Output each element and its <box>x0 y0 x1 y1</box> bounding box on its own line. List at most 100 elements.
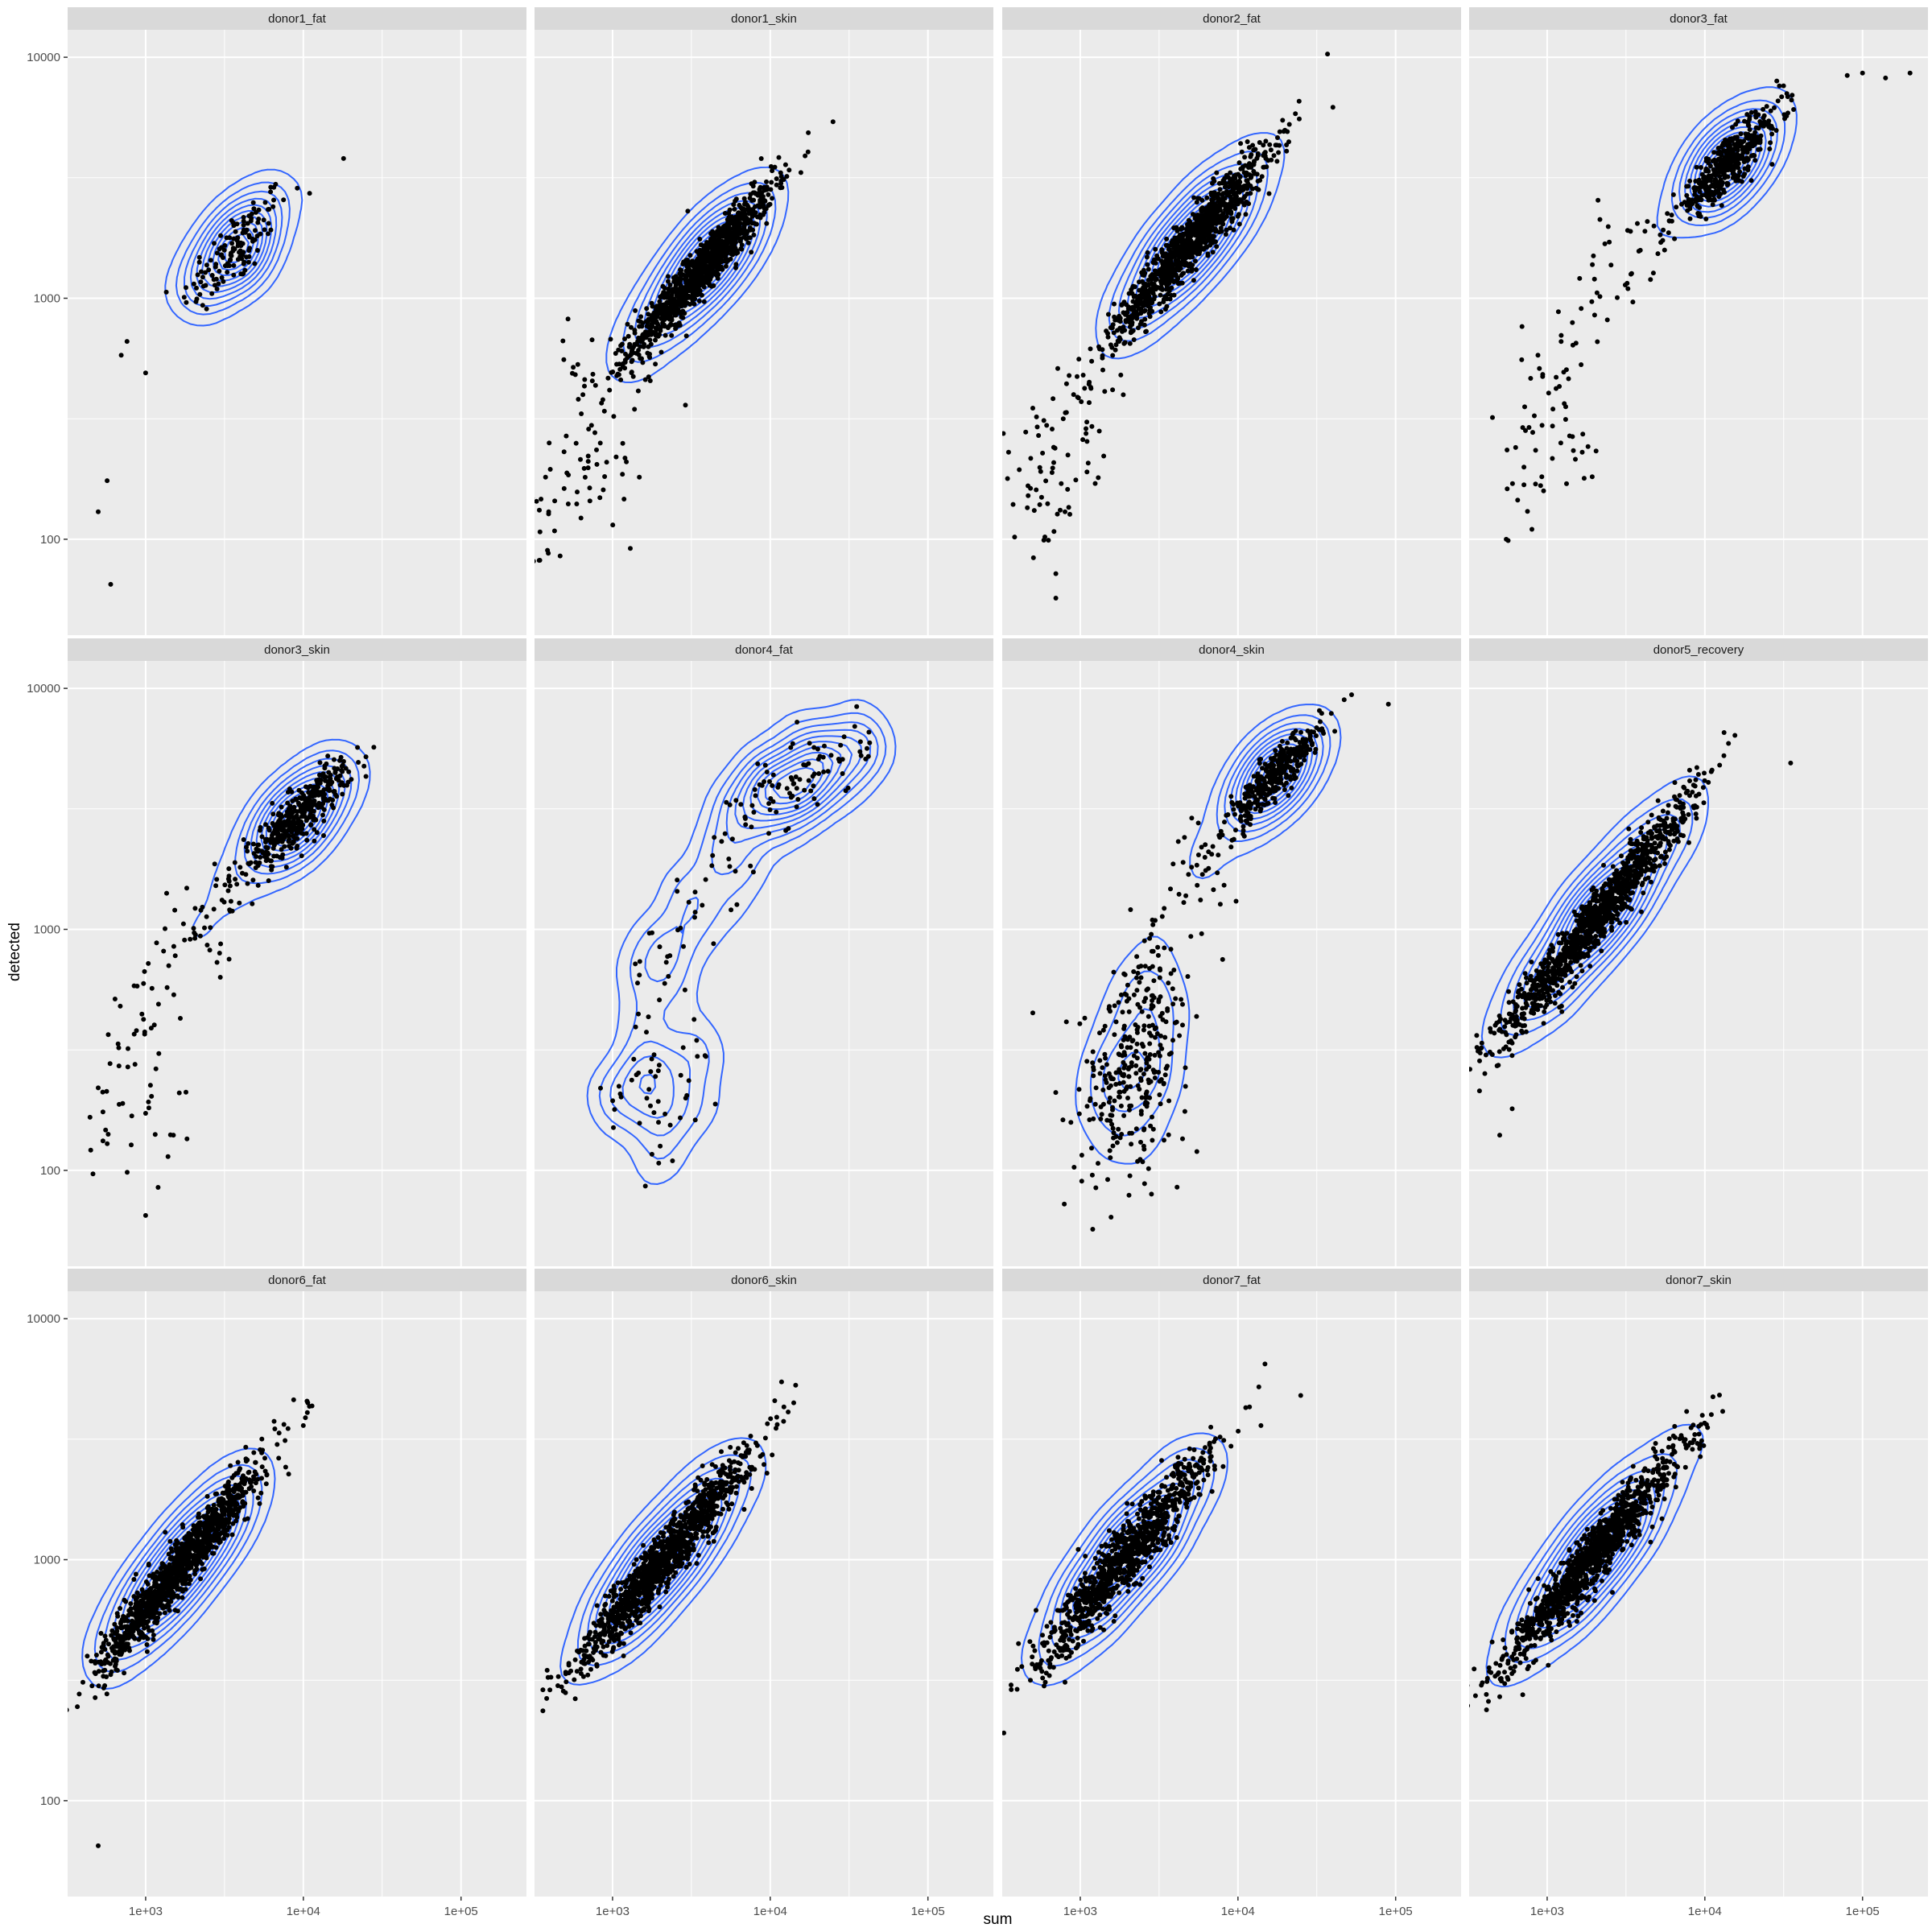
data-point <box>326 778 332 784</box>
data-point <box>1232 199 1237 204</box>
data-point <box>687 288 691 294</box>
data-point <box>1730 171 1736 176</box>
data-point <box>1091 1064 1096 1070</box>
data-point <box>585 465 591 471</box>
data-point <box>770 168 775 174</box>
facet-strip-label: donor4_fat <box>735 643 794 657</box>
data-point <box>1136 325 1141 331</box>
data-point <box>1628 229 1633 234</box>
data-point <box>1307 733 1313 739</box>
data-point <box>687 253 693 258</box>
data-point <box>762 188 767 193</box>
data-point <box>1119 1132 1125 1137</box>
data-point <box>764 179 769 184</box>
data-point <box>1332 729 1338 734</box>
data-point <box>1515 497 1521 503</box>
data-point <box>649 1151 654 1157</box>
data-point <box>1469 1067 1472 1072</box>
data-point <box>1242 155 1248 160</box>
data-point <box>1580 431 1586 437</box>
data-point <box>1150 1126 1156 1132</box>
data-point <box>766 831 771 836</box>
data-point <box>601 408 607 414</box>
data-point <box>295 816 301 822</box>
data-point <box>838 742 844 748</box>
data-point <box>702 262 708 267</box>
data-point <box>1274 142 1280 148</box>
data-point <box>735 222 741 228</box>
data-point <box>1031 508 1037 514</box>
data-point <box>203 270 208 275</box>
data-point <box>156 1051 162 1056</box>
data-point <box>1294 745 1300 750</box>
data-point <box>1223 232 1228 237</box>
data-point <box>1098 1117 1104 1121</box>
data-point <box>1140 279 1145 284</box>
data-point <box>1114 1140 1120 1146</box>
data-point <box>1715 184 1720 189</box>
data-point <box>1089 1172 1095 1178</box>
data-point <box>1744 150 1750 155</box>
data-point <box>194 285 199 291</box>
data-point <box>1732 142 1737 147</box>
data-point <box>1242 791 1248 797</box>
data-point <box>683 333 689 339</box>
data-point <box>207 947 213 953</box>
data-point <box>1726 146 1732 151</box>
data-point <box>1228 794 1234 799</box>
data-point <box>1134 316 1140 321</box>
data-point <box>722 211 728 216</box>
data-point <box>1533 448 1538 453</box>
data-point <box>1626 826 1632 832</box>
data-point <box>286 828 291 833</box>
data-point <box>1133 1126 1139 1132</box>
data-point <box>1162 1137 1166 1143</box>
data-point <box>1141 1043 1146 1049</box>
data-point <box>269 867 275 873</box>
data-point <box>1526 425 1532 430</box>
data-point <box>1076 1111 1082 1117</box>
data-point <box>1521 482 1527 488</box>
data-point <box>769 180 774 185</box>
data-point <box>748 863 753 869</box>
data-point <box>1157 1092 1162 1097</box>
data-point <box>1199 844 1204 850</box>
data-point <box>1769 131 1775 137</box>
data-point <box>594 447 599 452</box>
data-point <box>1122 1063 1128 1068</box>
data-point <box>1607 239 1612 245</box>
data-point <box>762 779 767 784</box>
data-point <box>1756 147 1761 152</box>
data-point <box>1131 337 1137 342</box>
data-point <box>581 465 587 471</box>
data-point <box>655 1099 661 1104</box>
data-point <box>657 299 663 304</box>
data-point <box>1747 117 1752 122</box>
data-point <box>275 812 281 818</box>
data-point <box>1096 1161 1100 1166</box>
data-point <box>655 1068 661 1074</box>
data-point <box>1195 882 1200 888</box>
data-point <box>865 753 871 759</box>
data-point <box>1651 857 1657 863</box>
data-point <box>250 877 256 883</box>
data-point <box>539 497 544 502</box>
data-point <box>758 215 763 221</box>
data-point <box>749 824 754 830</box>
data-point <box>105 1141 110 1146</box>
data-point <box>1325 52 1331 57</box>
data-point <box>297 825 303 831</box>
data-point <box>1186 872 1191 877</box>
data-point <box>246 840 251 846</box>
data-point <box>1223 207 1228 213</box>
data-point <box>588 423 594 428</box>
data-point <box>808 788 814 794</box>
data-point <box>230 246 236 251</box>
data-point <box>736 227 741 233</box>
data-point <box>1199 206 1204 212</box>
data-point <box>806 130 811 135</box>
data-point <box>762 762 768 768</box>
data-point <box>1254 778 1260 784</box>
data-point <box>1639 825 1645 831</box>
data-point <box>1695 772 1701 777</box>
